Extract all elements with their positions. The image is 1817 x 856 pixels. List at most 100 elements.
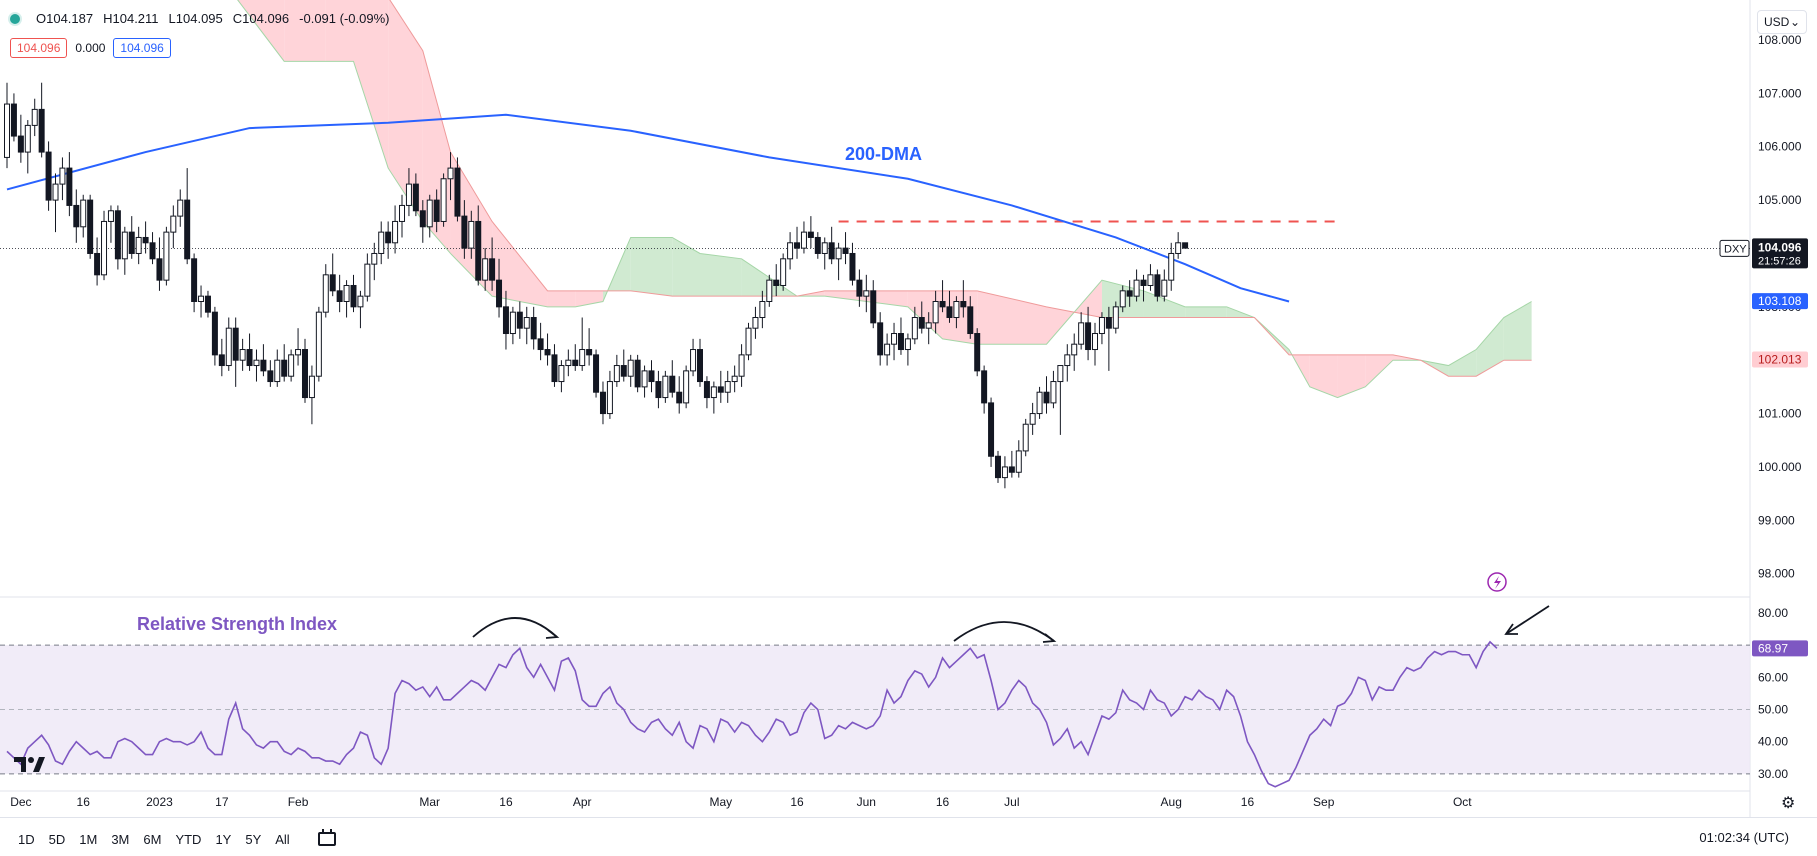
candle-body xyxy=(613,365,620,383)
annotation-arrow-mar-head xyxy=(545,629,560,639)
annotation-arrow-mar xyxy=(472,617,560,639)
cloud-bull-segment xyxy=(700,253,742,297)
candle-body xyxy=(1043,391,1050,404)
cloud-bear-segment xyxy=(575,290,603,307)
candle xyxy=(911,306,918,345)
candle-body xyxy=(1126,290,1133,297)
candle xyxy=(828,226,835,265)
candle-body xyxy=(1161,279,1168,297)
candle xyxy=(1036,386,1043,419)
candle xyxy=(780,253,787,291)
candle xyxy=(1154,269,1161,302)
calendar-icon[interactable] xyxy=(317,829,336,846)
gear-icon[interactable]: ⚙ xyxy=(1781,795,1796,812)
candle-body xyxy=(454,167,461,217)
candle xyxy=(1105,306,1112,371)
timeframe-6m[interactable]: 6M xyxy=(143,831,162,847)
candle-body xyxy=(232,327,239,361)
candle xyxy=(1015,440,1022,478)
annotation-arrow-aug-shaft xyxy=(1505,605,1550,635)
candle xyxy=(1050,370,1057,409)
candle-body xyxy=(1119,290,1126,308)
candle-body xyxy=(66,167,73,206)
candle-body xyxy=(149,242,156,260)
candle-body xyxy=(1105,317,1112,329)
candle xyxy=(1126,280,1133,307)
candle xyxy=(121,226,128,275)
candle-body xyxy=(253,359,260,367)
timeframe-3m[interactable]: 3M xyxy=(111,831,130,847)
candle xyxy=(1112,301,1119,334)
candle xyxy=(697,338,703,387)
candle xyxy=(599,381,606,425)
candle-body xyxy=(537,338,544,351)
candle-body xyxy=(121,231,128,260)
candle-body xyxy=(260,359,267,372)
symbol-tag-text: DXY xyxy=(1724,243,1747,255)
candle-body xyxy=(191,258,198,302)
candle xyxy=(350,274,357,313)
candle-body xyxy=(891,333,898,345)
candle-body xyxy=(1182,242,1189,249)
cloud-bull-segment xyxy=(672,237,700,297)
time-tick-label: Oct xyxy=(1453,795,1472,809)
candle xyxy=(1168,242,1175,291)
candle xyxy=(1161,269,1168,302)
candle xyxy=(1029,402,1036,435)
candle xyxy=(800,221,807,254)
candle-body xyxy=(343,284,350,302)
candle-body xyxy=(1140,279,1147,286)
candle xyxy=(1008,450,1015,478)
timeframe-5d[interactable]: 5D xyxy=(48,831,66,847)
candle-body xyxy=(870,290,877,324)
candle xyxy=(440,173,447,227)
candle-body xyxy=(821,242,828,254)
time-tick-label: Apr xyxy=(573,795,592,809)
candle-body xyxy=(1064,354,1071,367)
candle-body xyxy=(135,236,142,254)
candle xyxy=(101,210,108,281)
timeframe-1m[interactable]: 1M xyxy=(79,831,98,847)
cloud-value-badge: 104.096 xyxy=(10,38,68,58)
timeframe-ytd[interactable]: YTD xyxy=(175,831,202,847)
candle-body xyxy=(1001,466,1008,479)
candle-body xyxy=(1036,391,1043,415)
rsi-line xyxy=(6,640,1498,788)
candle xyxy=(10,93,17,142)
cloud-bear-segment xyxy=(1365,354,1393,387)
candle xyxy=(766,274,773,307)
candle-body xyxy=(1078,322,1085,345)
candle-body xyxy=(184,199,191,260)
candle-body xyxy=(1057,365,1064,383)
candle xyxy=(378,221,385,265)
price-tick-label: 100.000 xyxy=(1758,460,1802,474)
candle xyxy=(634,354,641,393)
candle-body xyxy=(932,301,939,324)
currency-select[interactable]: USD ⌄ xyxy=(1757,10,1807,34)
candle-body xyxy=(24,124,31,153)
candle-body xyxy=(357,295,364,308)
candle-body xyxy=(655,381,662,399)
timeframe-1d[interactable]: 1D xyxy=(18,831,35,847)
timeframe-all[interactable]: All xyxy=(275,831,290,847)
candle-body xyxy=(565,359,572,367)
candle xyxy=(4,82,10,169)
candle xyxy=(142,221,149,254)
timeframe-1y[interactable]: 1Y xyxy=(215,831,232,847)
candle-body xyxy=(807,231,814,238)
cloud-bear-segment xyxy=(284,0,326,62)
candle-body xyxy=(142,236,149,244)
candle xyxy=(953,296,960,329)
time-tick-label: 16 xyxy=(499,795,513,809)
candle xyxy=(1071,333,1078,371)
candle-body xyxy=(94,252,101,276)
candle-body xyxy=(461,215,468,249)
logo-part-c xyxy=(33,757,45,772)
candle xyxy=(24,120,31,174)
candle-body xyxy=(336,290,343,302)
timeframe-5y[interactable]: 5Y xyxy=(245,831,262,847)
candle-body xyxy=(897,333,904,351)
candle xyxy=(211,306,218,366)
